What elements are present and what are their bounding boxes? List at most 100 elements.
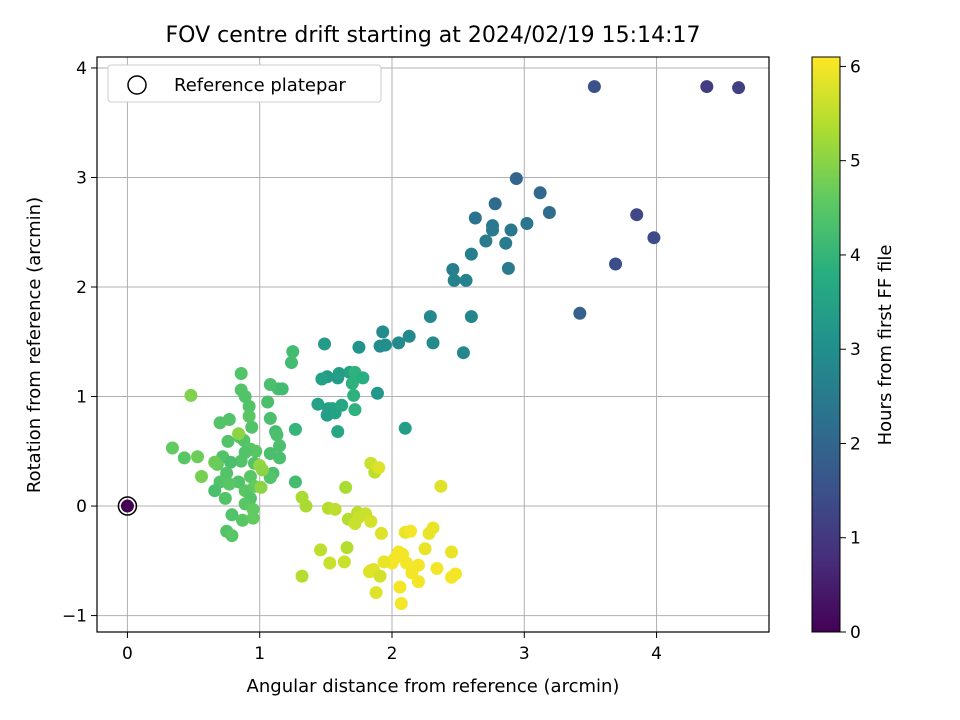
data-point (234, 367, 248, 381)
data-point (464, 247, 478, 261)
data-point (456, 346, 470, 360)
data-point (423, 310, 437, 324)
data-point (430, 561, 444, 575)
data-point (504, 223, 518, 237)
data-point (221, 434, 235, 448)
data-point (314, 543, 328, 557)
data-point (224, 455, 238, 469)
colorbar-tick-label: 4 (850, 246, 861, 266)
data-point (273, 439, 287, 453)
plot-frame (96, 56, 770, 633)
data-point (315, 372, 329, 386)
data-point (377, 555, 391, 569)
data-point (232, 427, 246, 441)
data-point (402, 329, 416, 343)
data-point (422, 526, 436, 540)
data-point (236, 513, 250, 527)
data-points (165, 80, 746, 611)
data-point (352, 340, 366, 354)
data-point (318, 337, 332, 351)
data-point (255, 463, 269, 477)
data-point (284, 356, 298, 370)
y-tick-label: 3 (76, 168, 87, 188)
data-point (249, 444, 263, 458)
data-point (647, 231, 661, 245)
data-point (254, 480, 268, 494)
data-point (263, 411, 277, 425)
data-point (479, 234, 493, 248)
data-point (323, 556, 337, 570)
data-point (270, 428, 284, 442)
data-point (364, 514, 378, 528)
data-point (445, 570, 459, 584)
data-point (242, 409, 256, 423)
data-point (374, 526, 388, 540)
colorbar-tick-label: 2 (850, 434, 861, 454)
data-point (378, 338, 392, 352)
colorbar-ticks: 0 1 2 3 4 5 6 (840, 57, 861, 643)
data-point (348, 403, 362, 417)
data-point (373, 569, 387, 583)
data-point (213, 416, 227, 430)
data-point (363, 565, 377, 579)
data-point (394, 597, 408, 611)
data-point (732, 81, 746, 95)
legend-marker-icon (127, 75, 147, 95)
data-point (370, 386, 384, 400)
data-point (411, 575, 425, 589)
data-point (332, 367, 346, 381)
colorbar-tick-label: 6 (850, 57, 861, 77)
data-point (218, 491, 232, 505)
legend-box (107, 64, 382, 103)
reference-point (120, 499, 134, 513)
data-point (501, 261, 515, 275)
data-point (243, 469, 257, 483)
data-point (299, 499, 313, 513)
data-point (328, 502, 342, 516)
data-point (288, 422, 302, 436)
data-point (418, 542, 432, 556)
data-point (245, 420, 259, 434)
reference-marker-group (117, 496, 138, 516)
data-point (347, 388, 361, 402)
y-tick-label: 2 (76, 278, 87, 298)
data-point (393, 580, 407, 594)
data-point (468, 211, 482, 225)
data-point (345, 376, 359, 390)
data-point (509, 172, 523, 186)
data-point (446, 262, 460, 276)
data-point (311, 397, 325, 411)
y-tick-label: −1 (62, 607, 87, 627)
data-point (208, 484, 222, 498)
x-tick-label: 1 (254, 644, 265, 664)
x-tick-label: 2 (387, 644, 398, 664)
data-point (404, 524, 418, 538)
data-point (246, 511, 260, 525)
data-point (275, 382, 289, 396)
data-point (459, 273, 473, 287)
data-point (184, 388, 198, 402)
data-point (533, 186, 547, 200)
legend-label: Reference platepar (174, 75, 346, 96)
data-point (630, 208, 644, 222)
data-point (400, 556, 414, 570)
data-point (222, 477, 236, 491)
data-point (464, 310, 478, 324)
data-point (447, 273, 461, 287)
y-tick-label: 4 (76, 59, 87, 79)
data-point (376, 325, 390, 339)
data-point (499, 236, 513, 250)
chart-title: FOV centre drift starting at 2024/02/19 … (166, 23, 701, 48)
data-point (434, 479, 448, 493)
y-tick-label: 1 (76, 388, 87, 408)
y-axis-title: Rotation from reference (arcmin) (24, 197, 45, 493)
data-point (392, 336, 406, 350)
x-tick-label: 3 (519, 644, 530, 664)
data-point (295, 569, 309, 583)
data-point (700, 80, 714, 94)
data-point (445, 545, 459, 559)
data-point (587, 80, 601, 94)
data-point (238, 390, 252, 404)
data-point (195, 469, 209, 483)
